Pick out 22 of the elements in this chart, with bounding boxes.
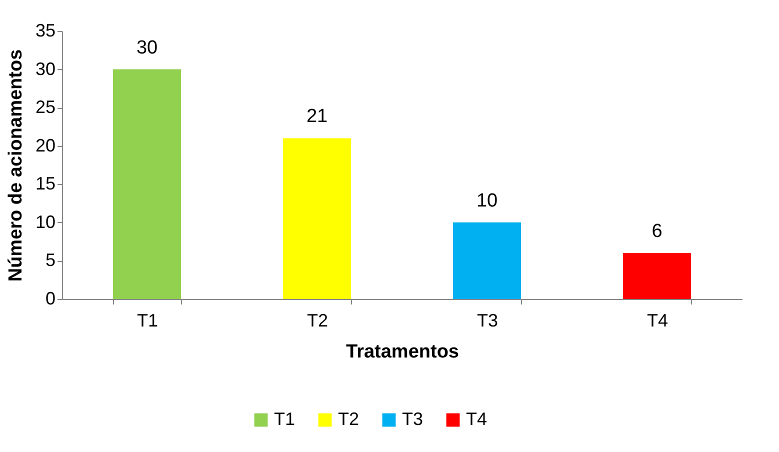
y-axis-title: Número de acionamentos bbox=[5, 49, 26, 282]
x-tick-label: T3 bbox=[476, 310, 498, 330]
legend-label: T4 bbox=[466, 409, 488, 429]
y-tick-label: 0 bbox=[45, 288, 56, 308]
data-label: 30 bbox=[136, 37, 158, 58]
y-tick-label: 35 bbox=[35, 20, 56, 40]
x-axis-title: Tratamentos bbox=[346, 342, 459, 362]
legend-label: T2 bbox=[338, 409, 360, 429]
data-label: 6 bbox=[652, 221, 662, 242]
y-tick-label: 15 bbox=[35, 174, 56, 194]
x-tick-label: T4 bbox=[646, 310, 668, 330]
x-tick-label: T1 bbox=[136, 310, 158, 330]
legend-label: T3 bbox=[402, 409, 424, 429]
data-label: 10 bbox=[476, 190, 498, 212]
data-label: 21 bbox=[306, 106, 328, 128]
y-tick-label: 5 bbox=[45, 250, 56, 270]
legend-label: T1 bbox=[274, 409, 296, 429]
y-tick-label: 20 bbox=[35, 135, 56, 156]
y-tick-label: 10 bbox=[35, 212, 56, 232]
y-tick-label: 30 bbox=[35, 58, 56, 79]
y-tick-label: 25 bbox=[35, 97, 56, 118]
x-tick-label: T2 bbox=[306, 310, 328, 330]
